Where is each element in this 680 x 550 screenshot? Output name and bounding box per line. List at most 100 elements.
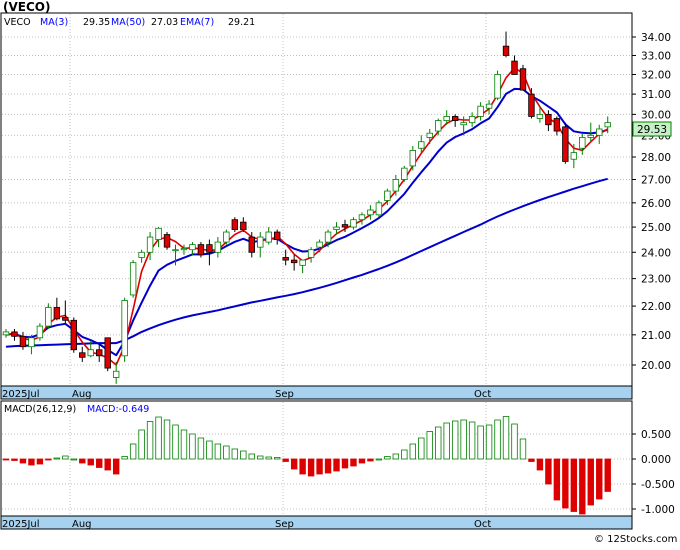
candle-body (273, 231, 281, 240)
candle (257, 232, 264, 258)
candle-body (358, 214, 366, 221)
legend-ema7-label: EMA(7) (180, 17, 214, 28)
candle-body (511, 60, 518, 75)
last-price-label: 29.53 (637, 124, 667, 136)
macd-x-label: 2025Jul (2, 519, 40, 530)
candle-body (528, 93, 535, 117)
macd-bar (553, 458, 561, 501)
candle-body (401, 167, 408, 180)
macd-bar (426, 431, 433, 460)
candle (528, 88, 535, 119)
candle (197, 242, 205, 258)
candle (299, 259, 306, 274)
candle-body (477, 105, 484, 117)
candle (121, 297, 128, 362)
macd-bar (545, 458, 552, 485)
candle-body (375, 202, 383, 216)
macd-bar (138, 429, 145, 460)
candle-body (596, 128, 603, 136)
price-tick-label: 30.00 (641, 109, 671, 121)
macd-bar (358, 458, 366, 464)
candle-body (121, 300, 128, 357)
candle (138, 249, 145, 263)
candle-body (384, 190, 391, 201)
macd-bar (223, 445, 230, 460)
candle-body (435, 120, 442, 132)
candle-body (223, 231, 230, 243)
legend-ma3-value: 29.35 (83, 17, 110, 28)
candle-body (146, 236, 154, 253)
candle (223, 229, 230, 245)
candle (494, 70, 501, 101)
candle-body (451, 116, 459, 121)
candle (333, 222, 340, 235)
candle-body (96, 349, 103, 357)
candle (53, 297, 61, 321)
macd-bar (206, 440, 213, 460)
candle-body (604, 122, 611, 128)
candle-body (333, 226, 340, 230)
macd-bar (28, 458, 35, 466)
macd-tick-label: 0.000 (641, 454, 671, 466)
candle (231, 217, 239, 233)
macd-tick-label: -1.000 (641, 504, 675, 516)
price-panel (0, 12, 633, 387)
candle (341, 219, 349, 233)
macd-bar (273, 457, 281, 460)
candle (96, 343, 103, 362)
macd-bar (468, 421, 476, 460)
candle-body (248, 236, 255, 253)
candle (587, 122, 594, 142)
candle-body (257, 236, 264, 248)
macd-x-label: Sep (275, 519, 294, 530)
candle-body (19, 335, 27, 348)
candle (519, 64, 527, 91)
macd-gridlines (2, 402, 631, 515)
price-tick-label: 25.00 (641, 222, 671, 234)
macd-bar (451, 420, 459, 460)
macd-x-axis-band (0, 515, 633, 530)
candle-body (155, 227, 162, 240)
candle (570, 143, 578, 169)
candle (451, 114, 459, 127)
macd-bar (240, 450, 247, 460)
candle (206, 239, 213, 266)
candle-body (392, 179, 400, 192)
macd-bar (375, 458, 383, 461)
candle (460, 116, 467, 136)
candle-body (104, 337, 111, 369)
macd-bar (324, 458, 332, 474)
candle (146, 232, 154, 261)
candle-body (172, 249, 179, 252)
macd-histogram (2, 416, 611, 515)
candle (596, 124, 603, 144)
macd-bar (62, 455, 69, 460)
candle-body (519, 68, 527, 91)
candle (409, 146, 416, 171)
candle (290, 254, 298, 271)
price-tick-label: 22.00 (641, 301, 671, 313)
candle (502, 31, 510, 58)
macd-bar (112, 458, 120, 475)
macd-bar (299, 458, 306, 475)
macd-bar (333, 458, 340, 472)
macd-bar (502, 416, 510, 460)
candle (240, 217, 247, 233)
candle (485, 100, 493, 115)
candle (468, 112, 476, 127)
macd-bar (384, 456, 391, 460)
candle (545, 110, 552, 132)
candle (214, 237, 222, 258)
candle-body (197, 244, 205, 256)
candle-body (2, 331, 10, 336)
macd-bar (587, 458, 594, 506)
candle (265, 227, 272, 245)
candle (350, 217, 357, 230)
price-x-axis-band (0, 385, 633, 400)
macd-x-axis: 2025Jul Aug Sep Oct (2, 519, 491, 530)
candle-body (502, 45, 510, 56)
candle-body (553, 118, 561, 132)
candle (604, 116, 611, 134)
candle-body (36, 325, 44, 339)
macd-bar (367, 458, 374, 462)
